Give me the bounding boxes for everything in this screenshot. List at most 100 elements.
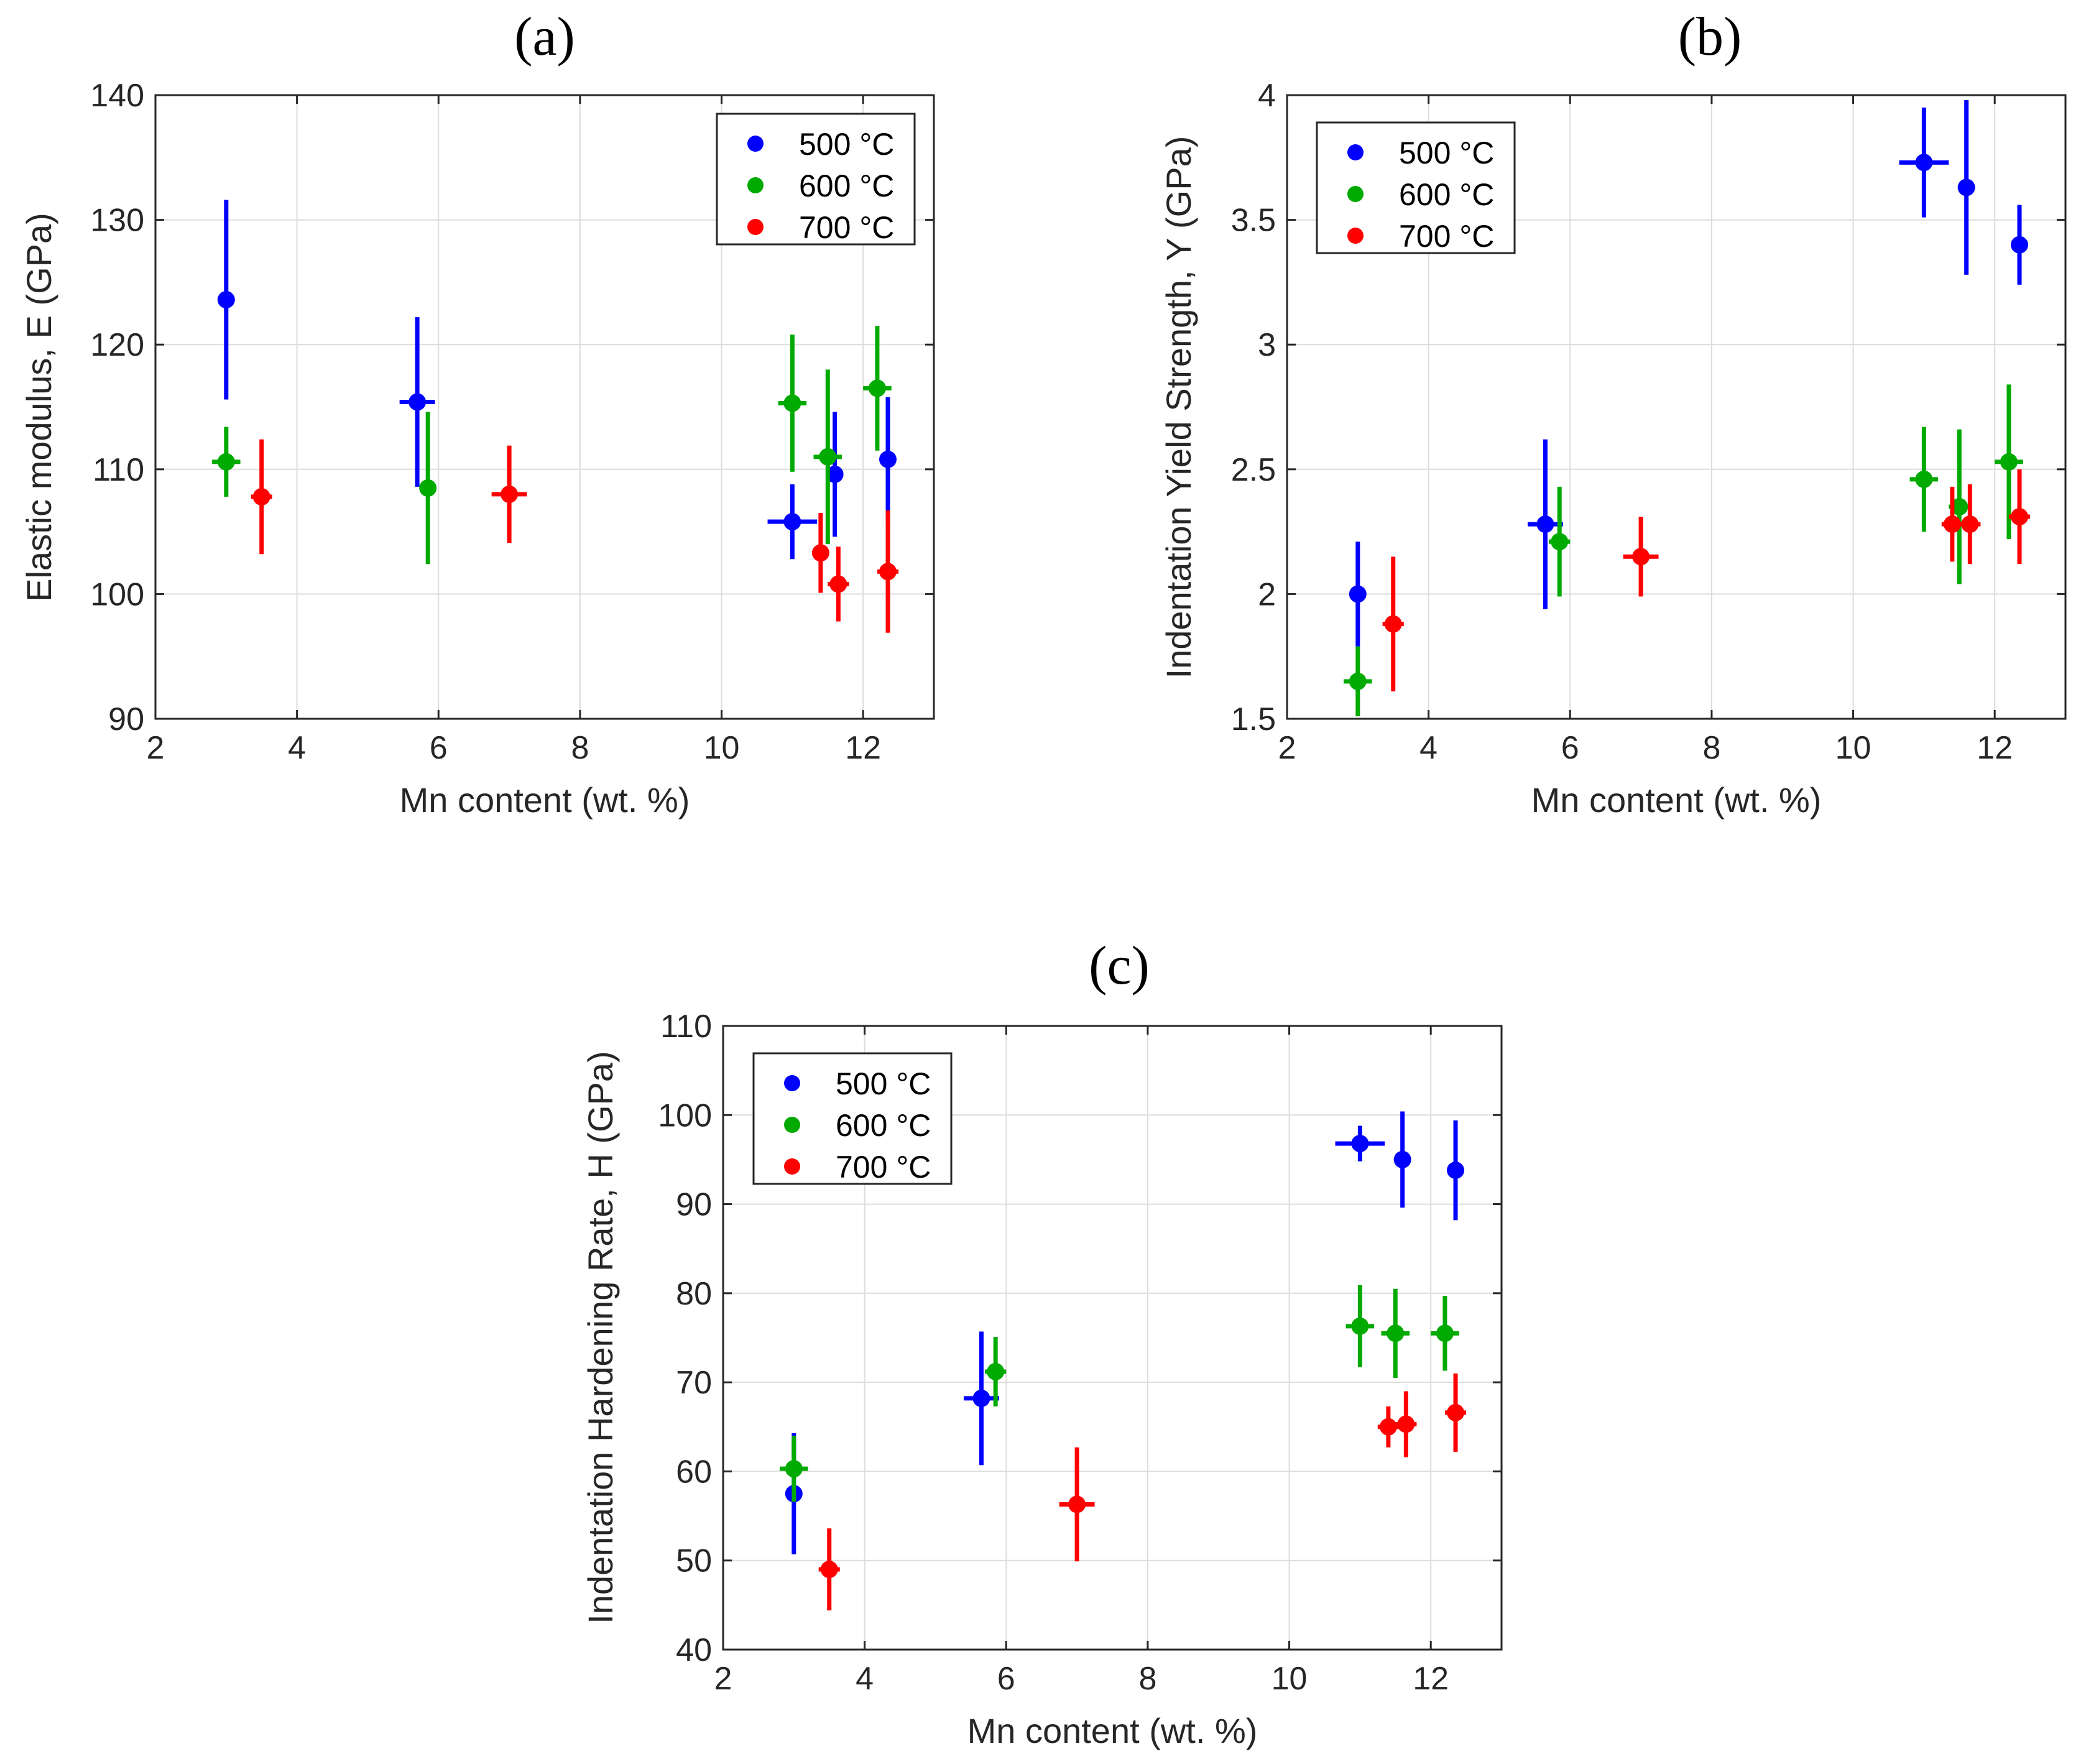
x-tick-label: 10	[1271, 1661, 1308, 1697]
data-point	[1536, 515, 1554, 533]
x-tick-label: 10	[1835, 730, 1871, 766]
y-tick-label: 3	[1258, 327, 1276, 363]
y-tick-label: 50	[676, 1543, 712, 1579]
panel-label: (a)	[514, 7, 575, 67]
y-tick-label: 2	[1258, 576, 1276, 612]
x-tick-label: 2	[714, 1661, 732, 1697]
data-point	[1349, 672, 1367, 690]
data-point	[785, 1460, 803, 1478]
data-point	[1961, 515, 1979, 533]
data-point	[1351, 1135, 1369, 1153]
data-point	[1551, 533, 1569, 551]
legend-entry: 700 °C	[1399, 219, 1494, 254]
y-tick-label: 110	[660, 1009, 712, 1045]
data-point	[783, 513, 801, 531]
x-axis-label: Mn content (wt. %)	[967, 1711, 1258, 1750]
y-tick-label: 80	[676, 1276, 712, 1312]
data-point	[826, 465, 844, 483]
data-point	[1447, 1403, 1465, 1421]
data-point	[217, 290, 235, 308]
y-tick-label: 70	[676, 1365, 712, 1401]
data-point	[1397, 1415, 1415, 1433]
x-tick-label: 4	[856, 1661, 874, 1697]
data-point	[252, 487, 270, 506]
legend-marker	[747, 177, 764, 193]
data-point	[820, 1561, 838, 1579]
x-axis-label: Mn content (wt. %)	[400, 780, 690, 820]
data-point	[1632, 548, 1650, 566]
data-point	[1387, 1324, 1405, 1342]
data-point	[868, 379, 886, 397]
x-tick-label: 2	[1278, 730, 1296, 766]
x-tick-label: 2	[147, 730, 165, 766]
data-point	[829, 575, 847, 593]
y-tick-label: 120	[90, 327, 144, 363]
data-point	[2011, 508, 2029, 526]
y-tick-label: 130	[90, 203, 144, 239]
y-axis-label: Indentation Hardening Rate, H (GPa)	[581, 1051, 620, 1623]
data-point	[1436, 1324, 1454, 1342]
data-point	[2000, 453, 2018, 471]
data-point	[2011, 236, 2029, 254]
y-tick-label: 2.5	[1231, 452, 1276, 488]
x-tick-label: 12	[845, 730, 881, 766]
legend-entry: 700 °C	[836, 1150, 931, 1184]
axes-box	[722, 1025, 1503, 1651]
data-point	[819, 448, 837, 466]
panel-c: 2 4 6 8 10 12 40 50 60 70 80 90 100 110 Mn content (wt…	[581, 936, 1503, 1750]
legend-entry: 500 °C	[799, 127, 894, 162]
x-tick-label: 6	[1561, 730, 1579, 766]
legend-marker	[784, 1158, 800, 1175]
y-tick-label: 140	[90, 78, 144, 114]
x-tick-label: 8	[1702, 730, 1720, 766]
legend-entry: 600 °C	[836, 1108, 931, 1143]
legend-marker	[784, 1075, 800, 1091]
data-point	[217, 453, 235, 471]
legend-entry: 600 °C	[1399, 177, 1494, 212]
x-tick-label: 8	[571, 730, 589, 766]
x-tick-label: 12	[1413, 1661, 1449, 1697]
data-point	[1349, 585, 1367, 603]
legend-marker	[1347, 228, 1364, 244]
axes-box	[1286, 94, 2067, 720]
data-point	[879, 563, 897, 581]
legend-entry: 600 °C	[799, 169, 894, 203]
data-point	[419, 479, 437, 497]
data-point	[1384, 615, 1402, 633]
x-axis-label: Mn content (wt. %)	[1531, 780, 1822, 820]
x-tick-label: 6	[430, 730, 448, 766]
data-point	[972, 1389, 990, 1407]
y-tick-label: 60	[676, 1454, 712, 1490]
legend-marker	[747, 136, 764, 152]
data-point	[1379, 1418, 1397, 1436]
data-point	[1943, 515, 1961, 533]
data-point	[879, 450, 897, 468]
y-tick-label: 100	[90, 576, 144, 612]
data-point	[501, 485, 519, 503]
axes-box	[154, 94, 935, 720]
data-point	[1068, 1495, 1086, 1513]
data-point	[1351, 1317, 1369, 1335]
data-point	[811, 544, 829, 562]
y-axis-label: Indentation Yield Strength, Y (GPa)	[1159, 136, 1198, 679]
y-tick-label: 1.5	[1231, 701, 1276, 737]
y-tick-label: 90	[108, 701, 144, 737]
x-tick-label: 10	[704, 730, 740, 766]
legend-entry: 500 °C	[1399, 136, 1494, 170]
panel-label: (c)	[1089, 936, 1150, 996]
legend-marker	[1347, 144, 1364, 160]
y-tick-label: 4	[1258, 78, 1276, 114]
x-tick-label: 4	[288, 730, 306, 766]
data-point	[1950, 497, 1968, 515]
y-tick-label: 110	[93, 452, 144, 488]
y-tick-label: 100	[658, 1097, 712, 1134]
y-axis-label: Elastic modulus, E (GPa)	[19, 213, 58, 602]
data-point	[783, 394, 801, 412]
legend-marker	[747, 219, 764, 235]
y-tick-label: 3.5	[1231, 203, 1276, 239]
data-point	[1447, 1161, 1465, 1180]
y-tick-label: 40	[676, 1632, 712, 1668]
x-tick-label: 6	[997, 1661, 1015, 1697]
data-point	[1915, 470, 1933, 488]
